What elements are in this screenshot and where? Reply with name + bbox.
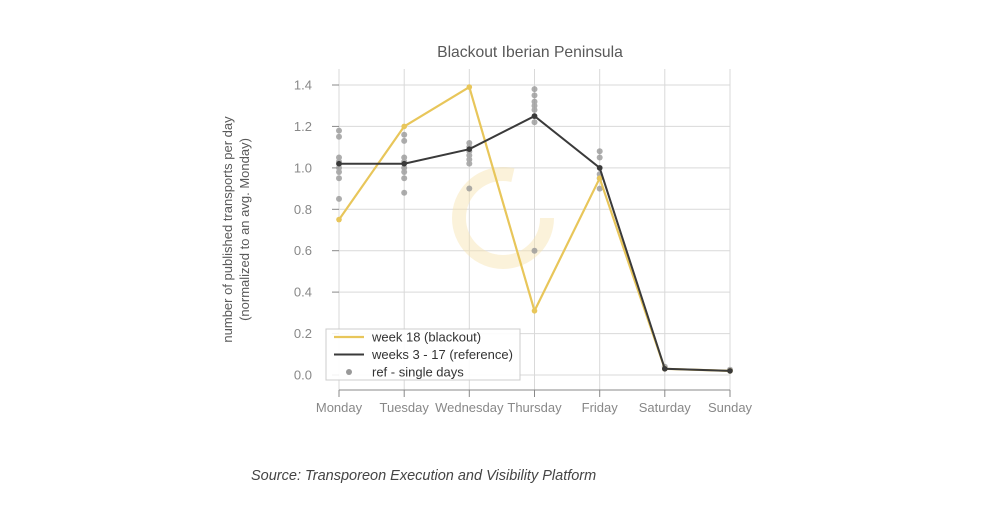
svg-text:Saturday: Saturday: [639, 400, 692, 415]
svg-text:0.2: 0.2: [294, 326, 312, 341]
svg-text:0.8: 0.8: [294, 202, 312, 217]
svg-text:weeks 3 - 17 (reference): weeks 3 - 17 (reference): [371, 347, 513, 362]
svg-text:Sunday: Sunday: [708, 400, 753, 415]
svg-text:1.0: 1.0: [294, 160, 312, 175]
svg-text:0.0: 0.0: [294, 368, 312, 383]
svg-text:1.4: 1.4: [294, 78, 312, 93]
svg-text:Source: Transporeon Execution: Source: Transporeon Execution and Visibi…: [251, 468, 596, 484]
svg-text:Wednesday: Wednesday: [435, 400, 504, 415]
svg-text:Friday: Friday: [582, 400, 619, 415]
svg-text:0.6: 0.6: [294, 243, 312, 258]
svg-text:Blackout Iberian Peninsula: Blackout Iberian Peninsula: [437, 44, 623, 61]
svg-text:week 18 (blackout): week 18 (blackout): [371, 330, 481, 345]
svg-text:Monday: Monday: [316, 400, 363, 415]
svg-text:(normalized to an avg. Monday): (normalized to an avg. Monday): [237, 138, 252, 321]
svg-text:Thursday: Thursday: [507, 400, 562, 415]
svg-text:number of published transports: number of published transports per day: [220, 116, 235, 343]
svg-text:ref - single days: ref - single days: [372, 365, 464, 380]
svg-text:0.4: 0.4: [294, 285, 312, 300]
svg-text:1.2: 1.2: [294, 119, 312, 134]
svg-text:Tuesday: Tuesday: [380, 400, 430, 415]
